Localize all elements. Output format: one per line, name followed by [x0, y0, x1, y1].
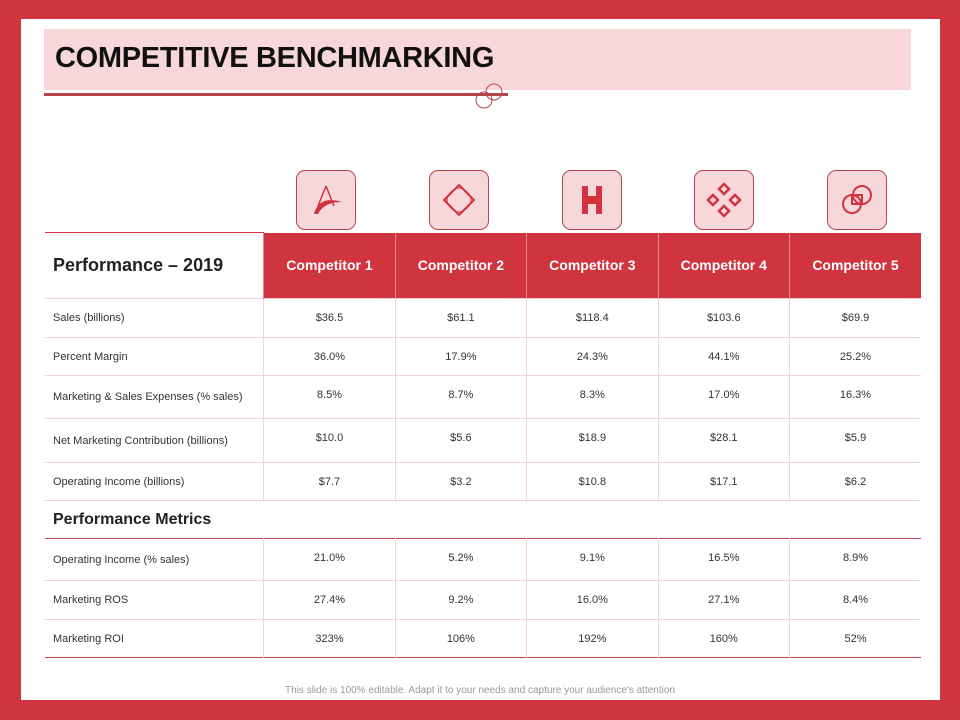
cell-value: 8.4%	[788, 580, 921, 620]
cell-value: 8.5%	[263, 375, 396, 419]
cell-value: 27.1%	[657, 580, 790, 620]
row-label: Sales (billions)	[53, 312, 125, 324]
performance-2019-header: Performance – 2019	[45, 232, 264, 299]
cell-value: $17.1	[657, 462, 790, 501]
cell-value: $18.9	[526, 418, 659, 463]
diamond-leaf-icon	[429, 170, 489, 230]
cell-value: 106%	[394, 619, 527, 658]
cell-value: 36.0%	[263, 337, 396, 376]
cell-value: 160%	[657, 619, 790, 658]
table-row: Net Marketing Contribution (billions) $10…	[45, 418, 921, 463]
table-row: Marketing & Sales Expenses (% sales) 8.5%…	[45, 375, 921, 419]
cell-value: 52%	[788, 619, 921, 658]
performance-metrics-heading: Performance Metrics	[53, 510, 212, 528]
cell-value: $5.9	[788, 418, 921, 463]
cell-value: 9.2%	[394, 580, 527, 620]
cell-value: 17.0%	[657, 375, 790, 419]
cell-value: 323%	[263, 619, 396, 658]
cell-value: $10.8	[526, 462, 659, 501]
cell-value: 16.0%	[526, 580, 659, 620]
cell-value: $61.1	[394, 298, 527, 338]
cell-value: 21.0%	[263, 538, 396, 581]
diamond-cluster-icon	[694, 170, 754, 230]
row-label: Percent Margin	[53, 350, 128, 363]
cell-value: 8.9%	[788, 538, 921, 581]
title-underline	[44, 93, 508, 96]
benchmark-table: Performance – 2019 Competitor 1 Competit…	[45, 232, 921, 658]
cell-value: 17.9%	[394, 337, 527, 376]
section-row: Performance Metrics	[45, 500, 921, 539]
row-label: Marketing ROI	[53, 632, 124, 645]
cell-value: 16.5%	[657, 538, 790, 581]
cell-value: 27.4%	[263, 580, 396, 620]
cell-value: $3.2	[394, 462, 527, 501]
linked-circles-icon	[827, 170, 887, 230]
swirl-ornament-icon	[475, 83, 503, 109]
cell-value: $10.0	[263, 418, 396, 463]
table-row: Marketing ROS 27.4% 9.2% 16.0% 27.1% 8.4%	[45, 580, 921, 620]
row-label: Marketing ROS	[53, 594, 129, 606]
table-row: Operating Income (% sales) 21.0% 5.2% 9.1% 1…	[45, 538, 921, 581]
cell-value: 16.3%	[788, 375, 921, 419]
cell-value: 24.3%	[526, 337, 659, 376]
table-row: Sales (billions) $36.5 $61.1 $118.4 $103.6 $6…	[45, 298, 921, 338]
cell-value: 8.7%	[394, 375, 527, 419]
cell-value: $7.7	[263, 462, 396, 501]
row-label: Operating Income (% sales)	[53, 553, 190, 566]
competitor-5-header: Competitor 5	[788, 232, 921, 299]
cell-value: 9.1%	[526, 538, 659, 581]
cell-value: 8.3%	[526, 375, 659, 419]
cell-value: 44.1%	[657, 337, 790, 376]
cell-value: $69.9	[788, 298, 921, 338]
cell-value: $36.5	[263, 298, 396, 338]
row-label: Operating Income (billions)	[53, 475, 185, 488]
cell-value: $28.1	[657, 418, 790, 463]
row-label: Marketing & Sales Expenses (% sales)	[53, 391, 243, 403]
competitor-4-header: Competitor 4	[657, 232, 790, 299]
table-row: Percent Margin 36.0% 17.9% 24.3% 44.1% 25.2%	[45, 337, 921, 376]
row-label: Net Marketing Contribution (billions)	[53, 434, 228, 447]
table-row: Operating Income (billions) $7.7 $3.2 $10.8…	[45, 462, 921, 501]
competitor-3-header: Competitor 3	[526, 232, 659, 299]
bracket-h-icon	[562, 170, 622, 230]
title-bar	[44, 29, 911, 90]
cell-value: 5.2%	[394, 538, 527, 581]
footer-note: This slide is 100% editable. Adapt it to…	[285, 685, 675, 696]
abstract-a-icon	[296, 170, 356, 230]
cell-value: $6.2	[788, 462, 921, 501]
cell-value: 192%	[526, 619, 659, 658]
cell-value: $103.6	[657, 298, 790, 338]
cell-value: $5.6	[394, 418, 527, 463]
table-header-row: Performance – 2019 Competitor 1 Competit…	[45, 232, 921, 299]
table-row: Marketing ROI 323% 106% 192% 160% 52%	[45, 619, 921, 658]
competitor-1-header: Competitor 1	[263, 232, 396, 299]
competitor-2-header: Competitor 2	[394, 232, 527, 299]
page-title: COMPETITIVE BENCHMARKING	[55, 42, 495, 74]
cell-value: $118.4	[526, 298, 659, 338]
cell-value: 25.2%	[788, 337, 921, 376]
